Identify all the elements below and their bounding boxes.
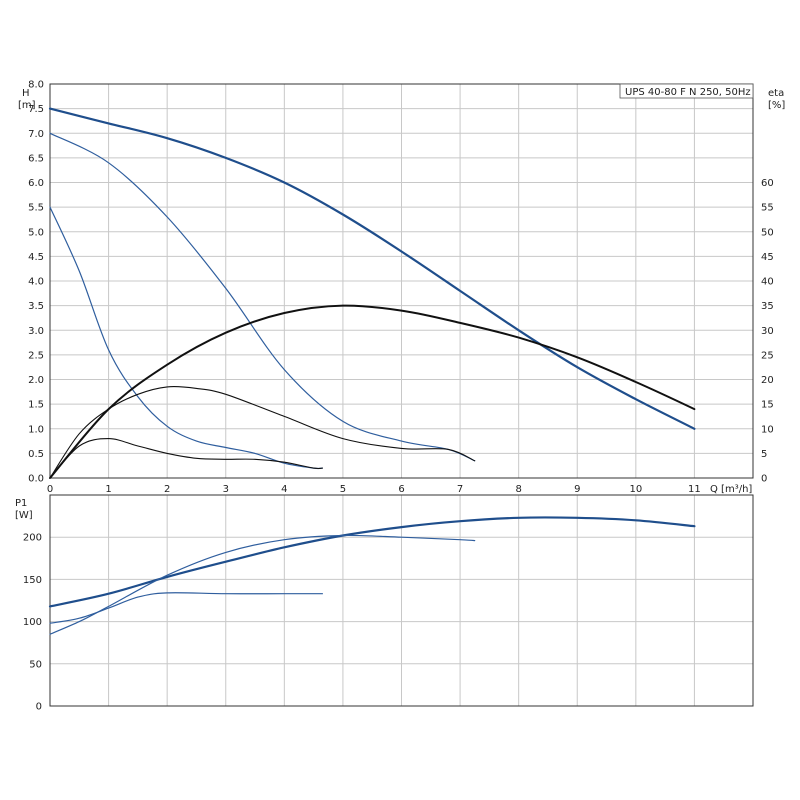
power-tick-label: 200	[23, 533, 42, 544]
x-axis-label: Q [m³/h]	[710, 484, 752, 495]
head-tick-label: 6.5	[28, 153, 44, 164]
eta-tick-label: 35	[761, 301, 774, 312]
power-series	[48, 516, 696, 635]
eta-tick-label: 15	[761, 400, 774, 411]
head-eta-series	[48, 107, 696, 479]
eta-tick-label: 5	[761, 449, 767, 460]
eta-curve-5	[49, 438, 323, 479]
x-tick-label: 5	[340, 484, 346, 495]
eta-curve-3	[49, 304, 696, 479]
eta-axis-unit: [%]	[768, 100, 785, 111]
head-curve-1	[49, 132, 476, 462]
title-box	[619, 83, 754, 99]
x-tick-label: 0	[47, 484, 53, 495]
power-curve-2	[49, 592, 323, 624]
power-panel: 0 50 100 150 200 P1 [W]	[15, 494, 754, 713]
head-tick-label: 7.0	[28, 129, 44, 140]
power-tick-label: 50	[29, 659, 42, 670]
head-tick-label: 8.0	[28, 80, 44, 91]
head-tick-labels: 0.0 0.5 1.0 1.5 2.0 2.5 3.0 3.5 4.0 4.5 5.0 5.5 6.0 6…	[28, 80, 44, 485]
head-tick-label: 4.5	[28, 252, 44, 263]
x-tick-label: 10	[629, 484, 642, 495]
chart-title: UPS 40-80 F N 250, 50Hz	[625, 87, 751, 98]
head-tick-label: 1.0	[28, 424, 44, 435]
power-tick-label: 0	[36, 702, 42, 713]
eta-tick-label: 45	[761, 252, 774, 263]
eta-tick-label: 40	[761, 277, 774, 288]
eta-tick-label: 20	[761, 375, 774, 386]
head-tick-label: 3.5	[28, 301, 44, 312]
head-tick-label: 3.0	[28, 326, 44, 337]
x-tick-label: 2	[164, 484, 170, 495]
eta-tick-label: 25	[761, 350, 774, 361]
x-tick-label: 4	[281, 484, 287, 495]
x-tick-label: 11	[688, 484, 701, 495]
head-tick-label: 2.0	[28, 375, 44, 386]
eta-tick-labels: 0 5 10 15 20 25 30 35 40 45 50 55 60	[761, 178, 774, 485]
head-tick-label: 0.0	[28, 474, 44, 485]
x-tick-label: 7	[457, 484, 463, 495]
power-tick-labels: 0 50 100 150 200	[23, 533, 42, 713]
eta-tick-label: 30	[761, 326, 774, 337]
x-tick-label: 8	[515, 484, 521, 495]
head-tick-label: 7.5	[28, 104, 44, 115]
bottom-plot-frame	[49, 494, 754, 707]
x-tick-label: 6	[398, 484, 404, 495]
x-tick-label: 3	[223, 484, 229, 495]
head-tick-label: 5.0	[28, 227, 44, 238]
power-curve-0	[48, 516, 696, 608]
head-axis-unit: [m]	[18, 100, 36, 111]
head-tick-label: 6.0	[28, 178, 44, 189]
top-plot-frame	[49, 83, 754, 479]
head-efficiency-panel: 0 1 2 3 4 5 6 7 8 9 10 11 0.00.51.01.52.02.53.03.54…	[18, 80, 785, 496]
bottom-grid	[50, 495, 753, 706]
eta-tick-label: 0	[761, 474, 767, 485]
head-tick-label: 2.5	[28, 350, 44, 361]
head-curve-2	[49, 206, 323, 470]
eta-axis-label: eta	[768, 88, 784, 99]
head-tick-label: 4.0	[28, 277, 44, 288]
x-tick-labels: 0 1 2 3 4 5 6 7 8 9 10 11	[47, 484, 701, 495]
head-curve-0	[48, 107, 696, 430]
eta-tick-label: 60	[761, 178, 774, 189]
head-tick-label: 1.5	[28, 400, 44, 411]
power-curve-1	[49, 534, 476, 635]
head-axis-label: H	[22, 88, 30, 99]
eta-tick-label: 55	[761, 203, 774, 214]
eta-tick-label: 10	[761, 424, 774, 435]
head-tick-label: 5.5	[28, 203, 44, 214]
power-axis-unit: [W]	[15, 510, 33, 521]
top-grid	[50, 84, 753, 478]
eta-curve-4	[49, 385, 476, 479]
head-tick-label: 0.5	[28, 449, 44, 460]
power-tick-label: 150	[23, 575, 42, 586]
x-tick-label: 9	[574, 484, 580, 495]
power-axis-label: P1	[15, 498, 27, 509]
eta-tick-label: 50	[761, 227, 774, 238]
x-tick-label: 1	[105, 484, 111, 495]
power-tick-label: 100	[23, 617, 42, 628]
